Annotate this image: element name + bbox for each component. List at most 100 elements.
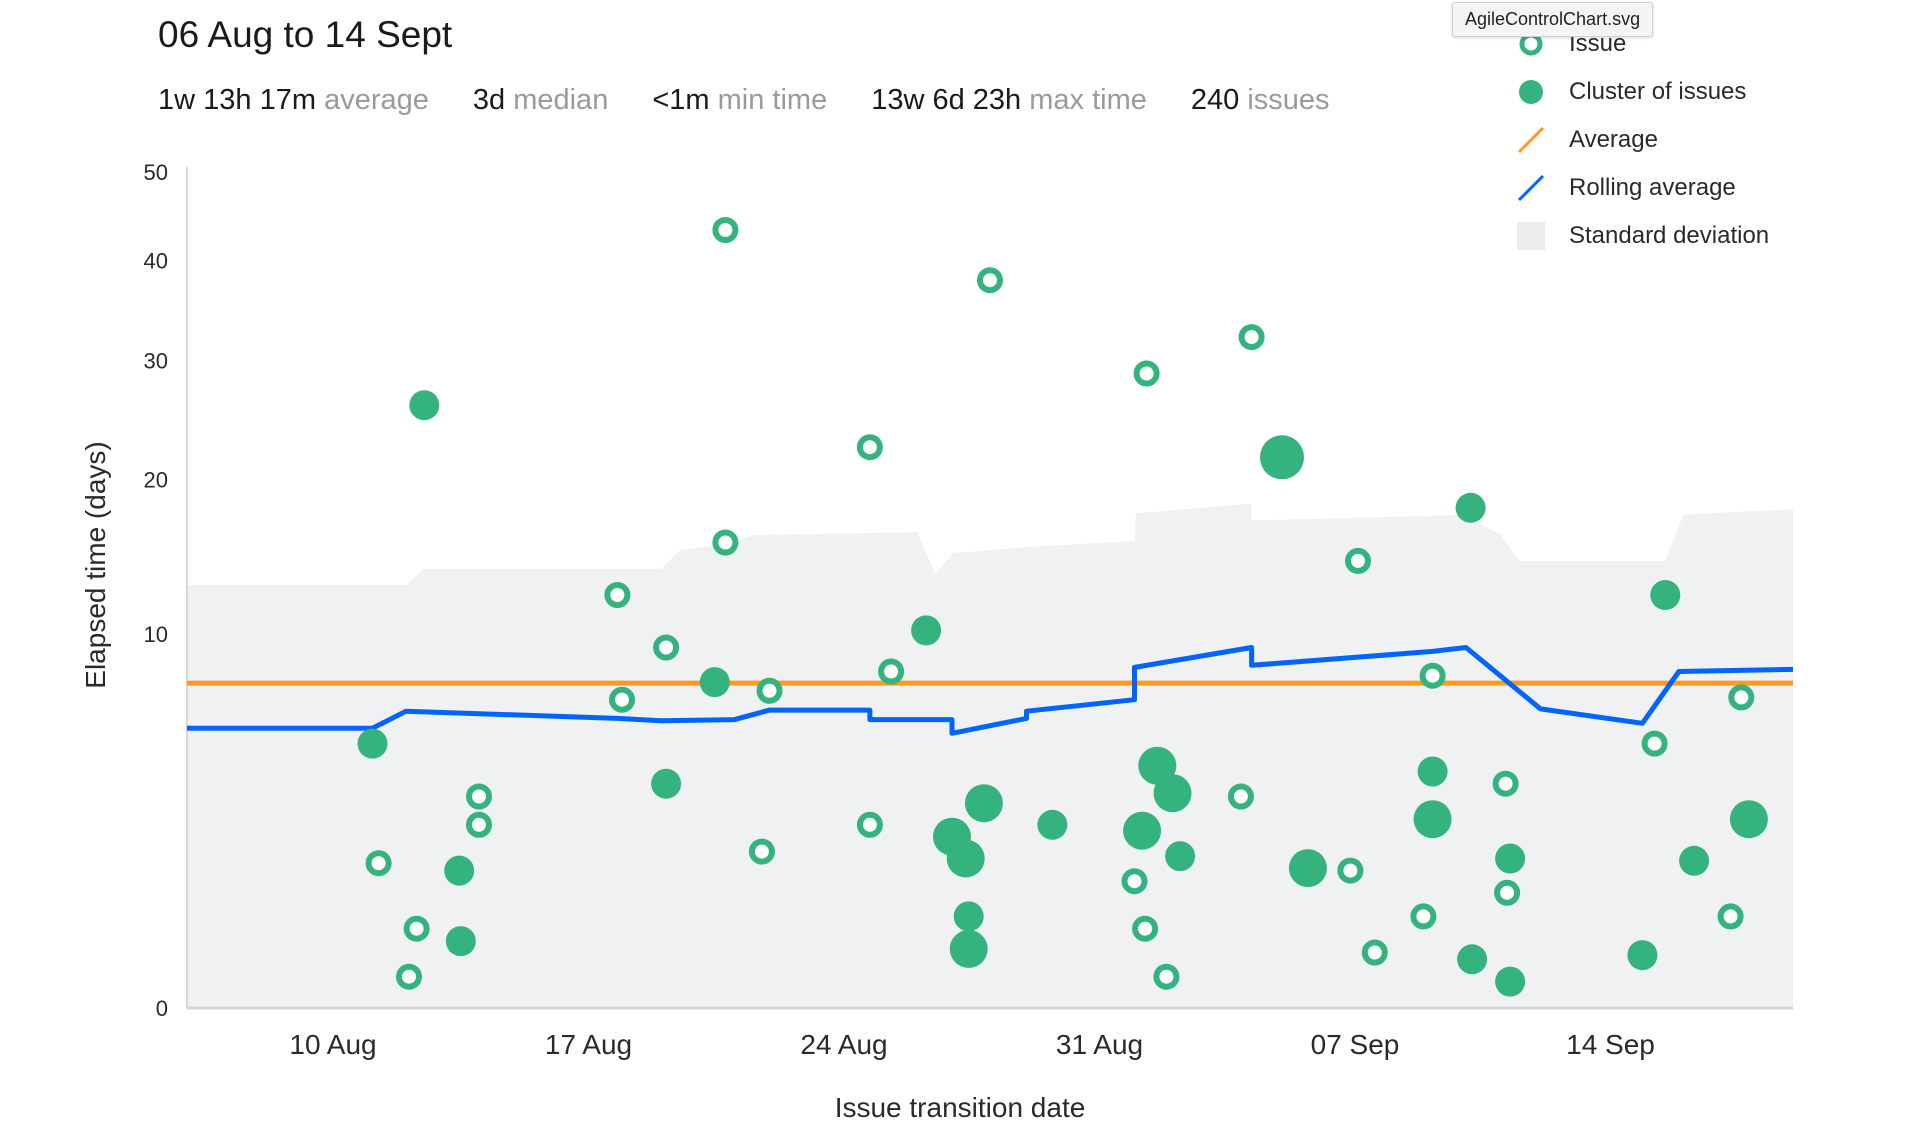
cluster-point — [445, 926, 476, 957]
issue-point — [1641, 730, 1668, 757]
cluster-point — [1417, 756, 1448, 787]
cluster-point — [699, 667, 730, 698]
x-tick-label: 24 Aug — [800, 1029, 887, 1060]
issue-point — [604, 582, 631, 608]
cluster-point — [1457, 944, 1488, 975]
rolling-average-line — [187, 645, 1794, 736]
stat-value: 13w 6d 23h — [871, 84, 1022, 116]
stat-average: 1w 13h 17m average — [158, 84, 429, 117]
cluster-point — [1495, 966, 1526, 997]
cluster-point — [651, 768, 682, 799]
legend-item-standard-deviation[interactable]: Standard deviation — [1515, 212, 1769, 260]
stat-value: 1w 13h 17m — [158, 84, 316, 116]
y-tick-label: 10 — [144, 622, 168, 647]
issue-point — [1133, 360, 1160, 387]
issue-point — [1494, 879, 1521, 906]
stat-value: <1m — [652, 84, 710, 116]
issue-point — [1337, 857, 1364, 884]
x-tick-label: 07 Sep — [1311, 1029, 1400, 1060]
stat-value: 240 — [1190, 84, 1240, 116]
cluster-point — [911, 615, 942, 646]
legend-item-average[interactable]: Average — [1515, 116, 1769, 164]
issue-point — [1132, 915, 1159, 942]
y-tick-label: 50 — [144, 160, 168, 185]
cluster-point — [1037, 809, 1068, 840]
cluster-point — [1153, 774, 1192, 813]
issue-point — [712, 529, 739, 556]
issue-point — [1238, 324, 1265, 351]
y-tick-label: 30 — [144, 348, 168, 373]
x-tick-label: 14 Sep — [1566, 1029, 1655, 1060]
legend-label: Cluster of issues — [1569, 78, 1747, 105]
legend-item-rolling-average[interactable]: Rolling average — [1515, 164, 1769, 212]
cluster-point — [1729, 800, 1768, 839]
dot-icon — [1515, 76, 1547, 108]
issue-point — [466, 811, 492, 838]
issue-point — [856, 434, 883, 461]
cluster-point — [1288, 849, 1327, 888]
stat-label: issues — [1247, 84, 1330, 116]
issue-point — [1728, 684, 1755, 711]
issue-point — [1345, 547, 1371, 574]
issue-point — [1717, 903, 1744, 930]
x-tick-label: 31 Aug — [1056, 1029, 1143, 1060]
cluster-point — [357, 728, 388, 759]
cluster-point — [1165, 841, 1196, 872]
y-tick-label: 20 — [144, 467, 168, 492]
cluster-point — [1650, 580, 1681, 610]
issue-point — [396, 963, 422, 990]
issue-point — [856, 811, 883, 838]
std-deviation-band — [187, 503, 1793, 1008]
y-tick-label: 0 — [156, 996, 168, 1021]
issue-point — [977, 267, 1003, 294]
cluster-point — [964, 784, 1003, 823]
stat-label: max time — [1029, 84, 1147, 116]
blue-line-icon — [1515, 172, 1547, 204]
cluster-point — [1495, 843, 1526, 874]
cluster-point — [946, 839, 985, 878]
gray-square-icon — [1515, 220, 1547, 252]
x-tick-label: 10 Aug — [289, 1029, 376, 1060]
issue-point — [878, 658, 905, 685]
stat-value: 3d — [472, 84, 506, 116]
issue-point — [653, 634, 680, 661]
stat-median: 3d median — [473, 84, 608, 117]
stat-label: min time — [717, 84, 828, 116]
legend-item-cluster[interactable]: Cluster of issues — [1515, 68, 1769, 116]
stat-issues: 240 issues — [1191, 84, 1330, 117]
cluster-point — [1123, 811, 1162, 850]
issue-point — [1121, 868, 1148, 895]
legend-label: Average — [1569, 126, 1658, 153]
issue-point — [712, 217, 739, 243]
summary-stats: 1w 13h 17m average 3d median <1m min tim… — [158, 84, 1374, 117]
issue-point — [1153, 963, 1180, 990]
stat-max-time: 13w 6d 23h max time — [871, 84, 1147, 117]
y-tick-label: 40 — [144, 248, 168, 273]
cluster-point — [949, 929, 988, 968]
issue-point — [403, 915, 430, 942]
chart-legend: Issue Cluster of issues Average Rolling … — [1515, 20, 1769, 260]
stat-label: average — [324, 84, 429, 116]
x-tick-label: 17 Aug — [545, 1029, 632, 1060]
cluster-point — [1627, 940, 1658, 971]
issue-point — [1227, 783, 1254, 810]
issue-point — [466, 783, 492, 810]
chart-title: 06 Aug to 14 Sept — [158, 14, 453, 55]
cluster-point — [444, 855, 475, 886]
issue-point — [1410, 903, 1437, 930]
issue-point — [609, 686, 635, 713]
x-axis-label: Issue transition date — [834, 1092, 1086, 1123]
file-tooltip: AgileControlChart.svg — [1452, 2, 1654, 37]
legend-label: Standard deviation — [1569, 222, 1770, 249]
cluster-point — [409, 390, 440, 421]
issue-point — [1492, 770, 1519, 797]
cluster-point — [953, 901, 984, 932]
orange-line-icon — [1515, 124, 1547, 156]
issue-point — [748, 838, 775, 865]
issue-point — [1361, 939, 1388, 966]
stat-label: median — [513, 84, 609, 116]
cluster-point — [1413, 800, 1452, 839]
cluster-point — [1455, 492, 1486, 523]
issue-point — [365, 850, 392, 877]
